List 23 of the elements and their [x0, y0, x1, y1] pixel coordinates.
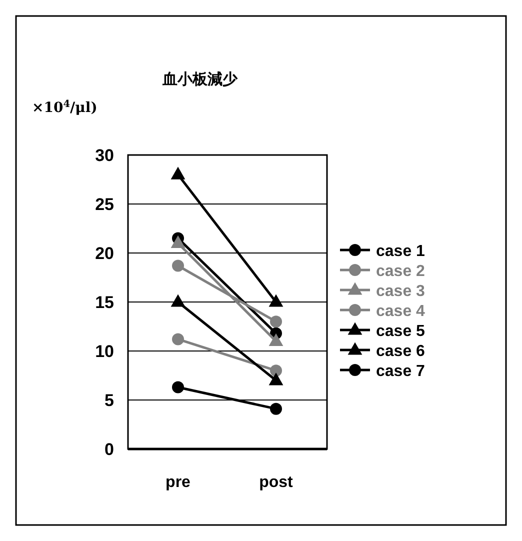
y-axis-title: ×10$^{4}$/μl) — [32, 98, 98, 116]
legend-label: case 6 — [376, 343, 426, 360]
legend-label: case 1 — [376, 243, 426, 260]
legend-label: case 3 — [376, 283, 426, 300]
x-tick-label: pre — [166, 474, 191, 491]
point — [270, 402, 282, 415]
point — [172, 333, 184, 346]
legend-label: case 7 — [376, 363, 426, 380]
y-tick-label: 10 — [95, 342, 114, 361]
point — [172, 381, 184, 394]
y-tick-label: 20 — [95, 244, 114, 263]
y-tick-label: 0 — [104, 440, 114, 459]
legend-label: case 5 — [376, 323, 426, 340]
legend-label: case 4 — [376, 303, 426, 320]
point — [270, 316, 282, 328]
y-tick-label: 30 — [95, 146, 114, 165]
y-tick-label: 5 — [104, 391, 114, 410]
y-tick-label: 15 — [95, 293, 114, 312]
y-tick-label: 25 — [95, 195, 114, 214]
x-tick-label: post — [259, 474, 294, 491]
point — [172, 260, 184, 272]
legend-label: case 2 — [376, 263, 426, 280]
chart-title: 血小板減少 — [162, 70, 238, 88]
